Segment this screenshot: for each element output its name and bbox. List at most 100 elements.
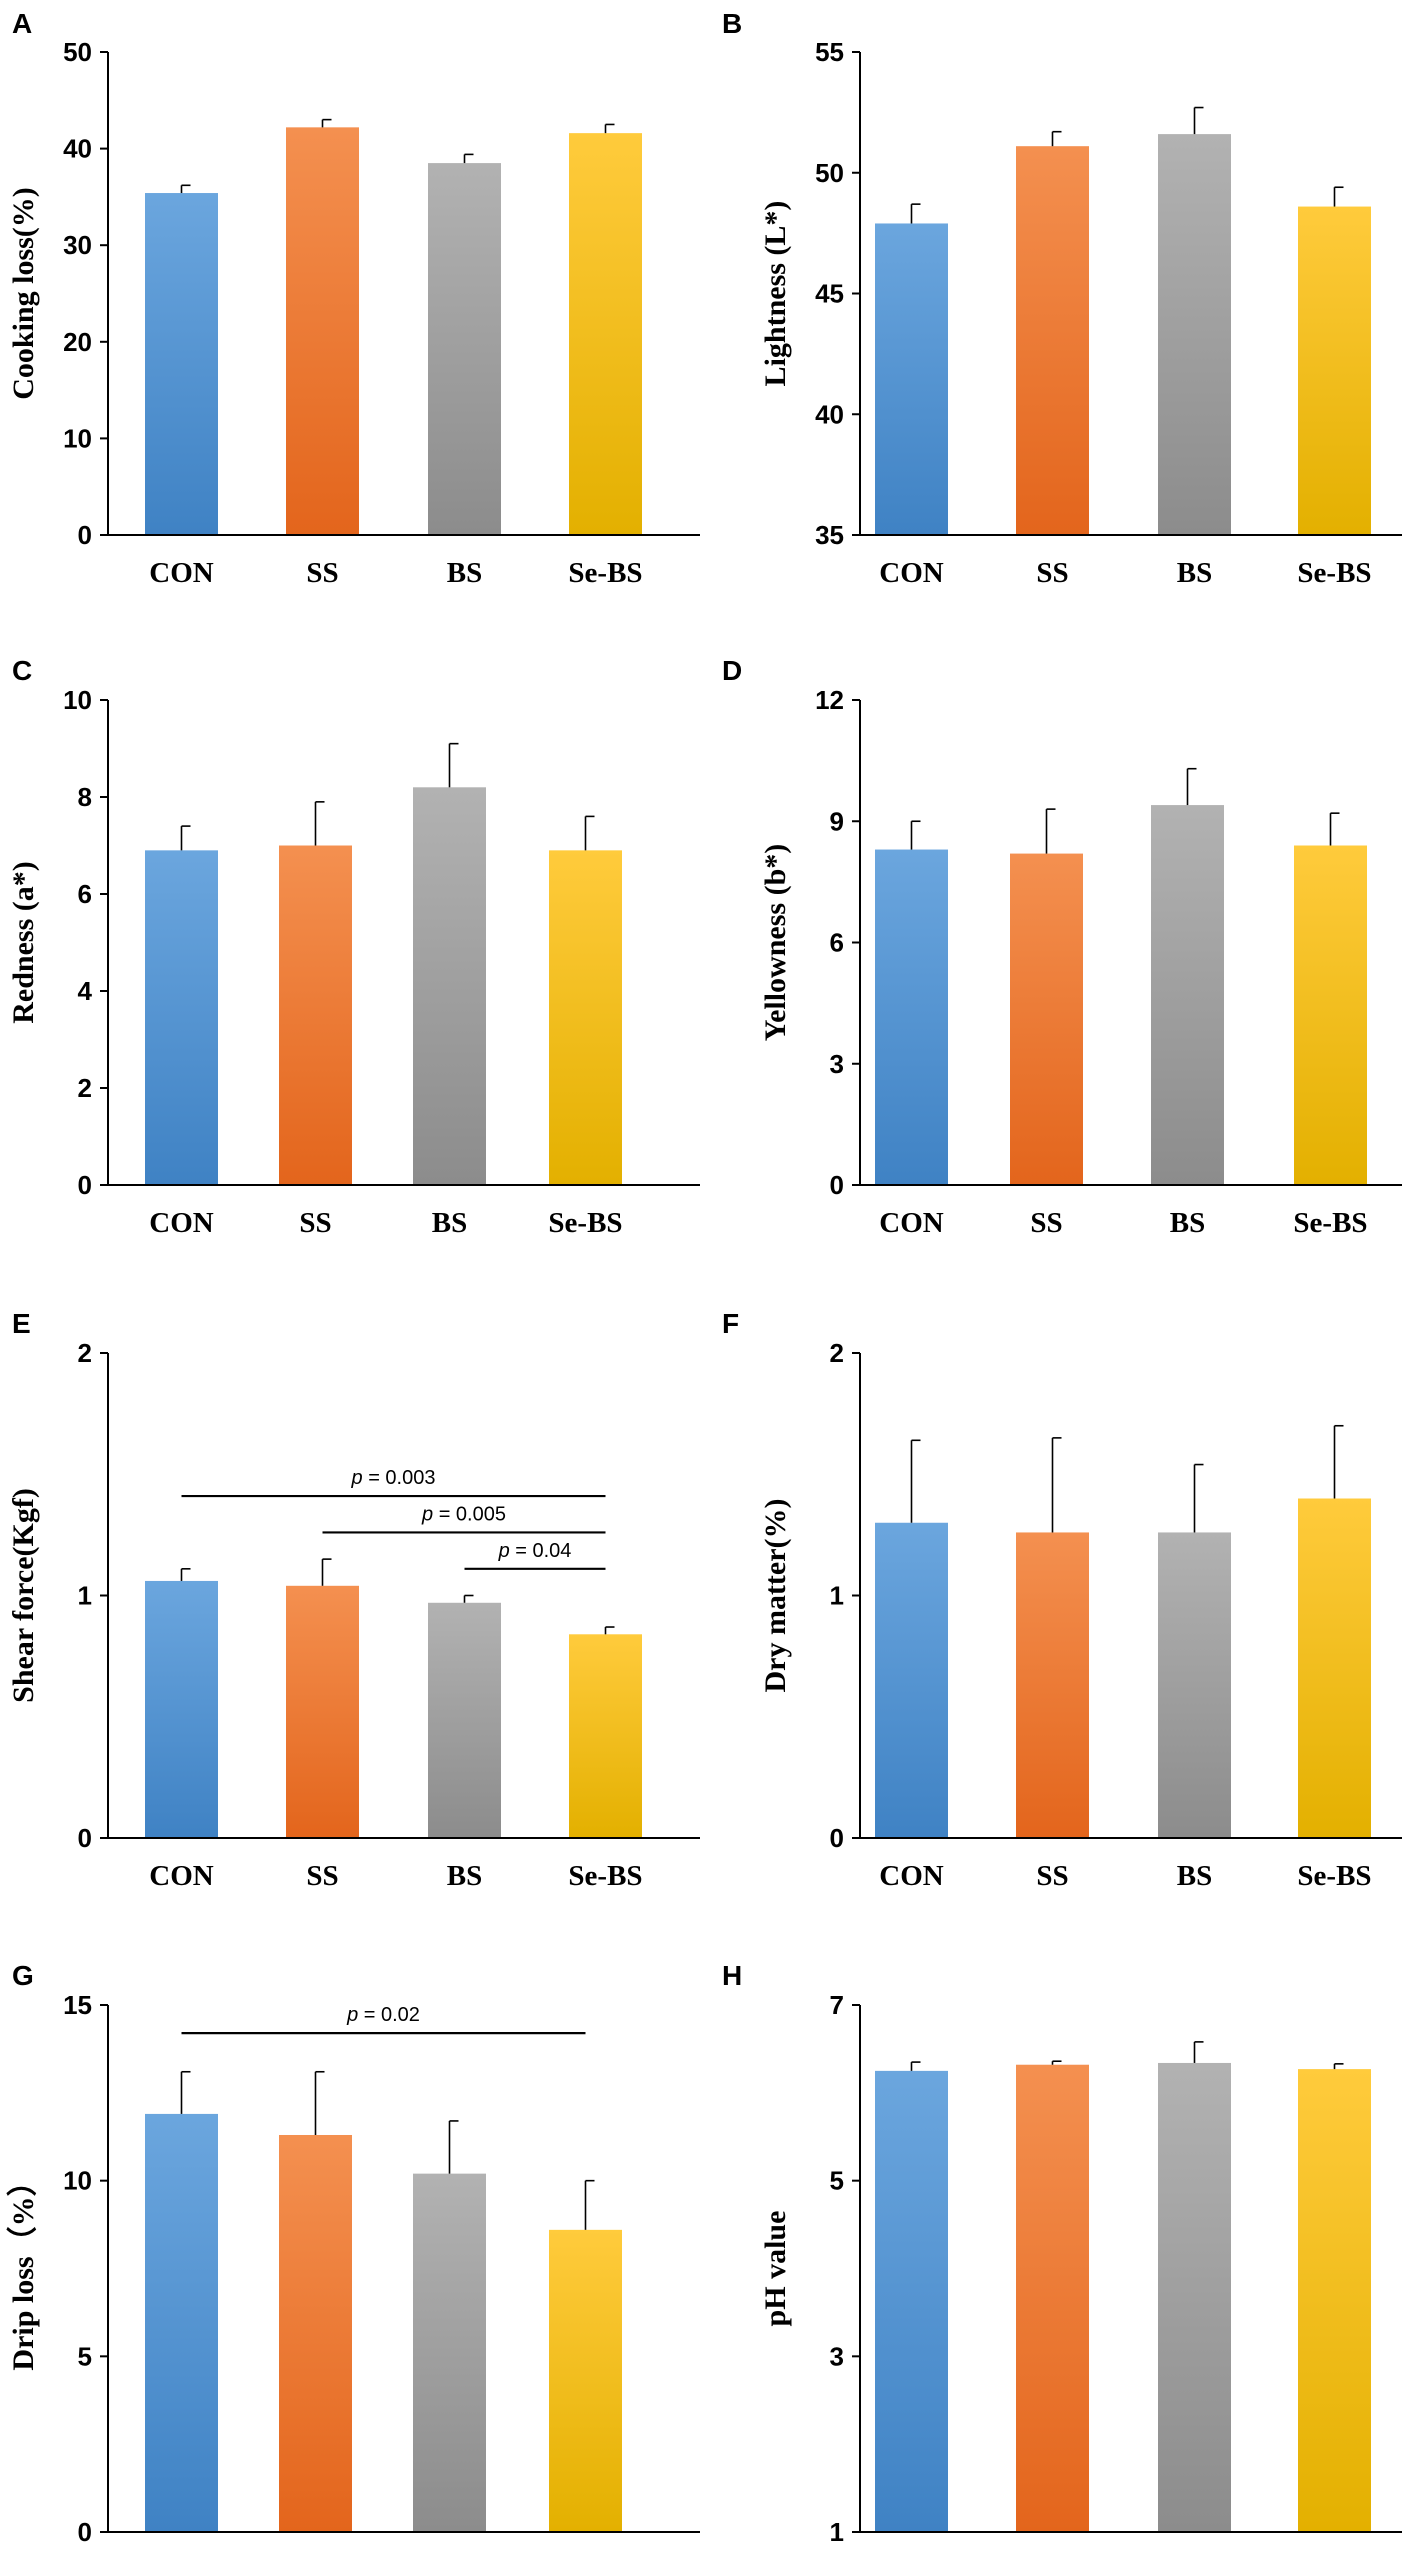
category-label-e-bs: BS (447, 1860, 482, 1892)
y-tick-label-d: 9 (830, 806, 844, 836)
panel-f: F Dry matter(%) CON SS BS Se-BS 0 1 2 (722, 1308, 1402, 1892)
bar-c-se-bs (549, 850, 622, 1185)
y-axis-title-h: pH value (759, 2211, 792, 2327)
y-tick-label-c: 6 (78, 879, 92, 909)
y-axis-title-e: Shear force(Kgf) (7, 1488, 40, 1703)
y-tick-label-a: 40 (63, 134, 92, 164)
category-label-c-ss: SS (299, 1207, 331, 1239)
y-tick-label-c: 8 (78, 782, 92, 812)
y-tick-label-h: 7 (830, 1990, 844, 2020)
category-label-f-ss: SS (1036, 1860, 1068, 1892)
y-tick-label-b: 35 (815, 520, 844, 550)
bar-d-con (875, 849, 948, 1185)
p-value-label-g-1: p = 0.02 (346, 2004, 420, 2026)
bar-f-con (875, 1522, 948, 1838)
category-label-b-con: CON (879, 557, 944, 589)
y-tick-label-e: 1 (78, 1581, 92, 1611)
bar-c-con (145, 850, 218, 1185)
category-label-d-con: CON (879, 1207, 944, 1239)
bar-b-ss (1016, 146, 1089, 535)
y-tick-label-h: 3 (830, 2341, 844, 2371)
y-tick-label-c: 4 (78, 976, 93, 1006)
panel-letter-e: E (12, 1308, 31, 1339)
category-label-d-ss: SS (1030, 1207, 1062, 1239)
bar-g-se-bs (549, 2229, 622, 2532)
y-tick-label-f: 1 (830, 1581, 844, 1611)
bar-a-con (145, 193, 218, 535)
bar-g-ss (279, 2134, 352, 2532)
bar-h-ss (1016, 2064, 1089, 2532)
bar-g-bs (413, 2173, 486, 2532)
y-axis-title-b: Lightness (L*) (759, 201, 792, 387)
bar-f-bs (1158, 1532, 1231, 1838)
panel-b: B Lightness (L*) CON SS BS Se-BS 35 40 45 50 55 (722, 8, 1402, 589)
category-label-b-bs: BS (1177, 557, 1212, 589)
y-tick-label-a: 50 (63, 37, 92, 67)
y-tick-label-h: 5 (830, 2166, 844, 2196)
y-tick-label-e: 2 (78, 1338, 92, 1368)
y-tick-label-a: 0 (78, 520, 92, 550)
y-tick-label-b: 40 (815, 399, 844, 429)
category-label-e-ss: SS (306, 1860, 338, 1892)
bar-h-bs (1158, 2062, 1231, 2532)
p-value-label-e-2: p = 0.005 (421, 1503, 506, 1525)
bar-d-ss (1010, 853, 1083, 1185)
category-label-a-se-bs: Se-BS (568, 557, 642, 589)
bar-d-se-bs (1294, 845, 1367, 1185)
y-tick-label-c: 10 (63, 685, 92, 715)
y-tick-label-g: 5 (78, 2341, 92, 2371)
bar-h-con (875, 2070, 948, 2532)
y-tick-label-d: 12 (815, 685, 844, 715)
y-tick-label-b: 50 (815, 158, 844, 188)
y-tick-label-g: 0 (78, 2517, 92, 2547)
y-tick-label-a: 20 (63, 327, 92, 357)
panel-c: C Redness (a*) CON SS BS Se-BS 0 2 4 6 8 10 (7, 655, 700, 1239)
bar-e-con (145, 1580, 218, 1838)
panel-h: HpH valueCONSSBSSe-BS1357 (722, 1960, 1402, 2547)
y-tick-label-f: 2 (830, 1338, 844, 1368)
y-tick-label-b: 45 (815, 279, 844, 309)
category-label-f-con: CON (879, 1860, 944, 1892)
panel-letter-b: B (722, 8, 742, 39)
bar-c-bs (413, 787, 486, 1185)
bar-g-con (145, 2113, 218, 2532)
panel-d: D Yellowness (b*) CON SS BS Se-BS 0 3 6 9 12 (722, 655, 1402, 1239)
bar-e-se-bs (569, 1634, 642, 1838)
bar-b-bs (1158, 134, 1231, 536)
bar-c-ss (279, 845, 352, 1185)
y-tick-label-g: 10 (63, 2166, 92, 2196)
bar-e-bs (428, 1602, 501, 1838)
y-tick-label-c: 2 (78, 1073, 92, 1103)
category-label-d-se-bs: Se-BS (1293, 1207, 1367, 1239)
bar-d-bs (1151, 805, 1224, 1185)
panel-letter-g: G (12, 1960, 34, 1991)
bar-h-se-bs (1298, 2069, 1371, 2532)
bar-b-con (875, 223, 948, 535)
panel-letter-d: D (722, 655, 742, 686)
y-tick-label-f: 0 (830, 1823, 844, 1853)
bar-e-ss (286, 1585, 359, 1838)
y-tick-label-h: 1 (830, 2517, 844, 2547)
bar-a-se-bs (569, 133, 642, 536)
y-tick-label-a: 30 (63, 230, 92, 260)
category-label-b-se-bs: Se-BS (1297, 557, 1371, 589)
y-tick-label-e: 0 (78, 1823, 92, 1853)
panel-letter-c: C (12, 655, 32, 686)
category-label-a-bs: BS (447, 557, 482, 589)
panel-letter-h: H (722, 1960, 742, 1991)
y-tick-label-d: 3 (830, 1049, 844, 1079)
bar-f-ss (1016, 1532, 1089, 1838)
category-label-c-bs: BS (432, 1207, 467, 1239)
panel-letter-f: F (722, 1308, 739, 1339)
panel-letter-a: A (12, 8, 32, 39)
category-label-f-bs: BS (1177, 1860, 1212, 1892)
bar-a-ss (286, 127, 359, 536)
category-label-b-ss: SS (1036, 557, 1068, 589)
category-label-a-ss: SS (306, 557, 338, 589)
bar-b-se-bs (1298, 206, 1371, 535)
y-tick-label-d: 6 (830, 928, 844, 958)
y-axis-title-g: Drip loss（%） (6, 2166, 40, 2370)
y-tick-label-c: 0 (78, 1170, 92, 1200)
